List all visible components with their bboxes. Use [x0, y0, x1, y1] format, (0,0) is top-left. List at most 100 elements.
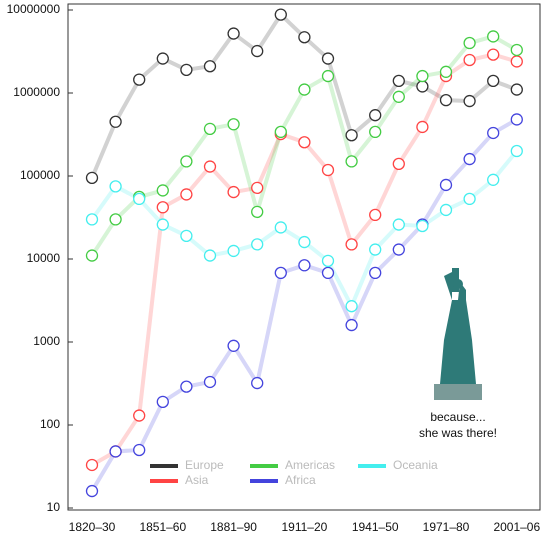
point — [85, 458, 99, 472]
point — [180, 229, 193, 243]
point — [487, 173, 500, 186]
point — [203, 122, 217, 135]
y-tick-label: 100000 — [20, 168, 60, 182]
point — [298, 83, 311, 96]
point — [321, 254, 335, 267]
point — [463, 192, 476, 206]
point — [510, 113, 523, 126]
x-tick-label: 1941–50 — [352, 520, 399, 534]
point — [274, 125, 287, 139]
x-tick-label: 1851–60 — [139, 520, 186, 534]
point — [439, 203, 453, 217]
point — [487, 126, 500, 140]
x-tick-label: 1911–20 — [281, 520, 327, 534]
point — [416, 80, 429, 93]
point — [392, 90, 405, 103]
point — [251, 205, 264, 218]
point — [274, 8, 287, 21]
x-tick-label: 2001–06 — [493, 520, 540, 534]
point — [369, 243, 382, 256]
annotation: she was there! — [419, 426, 497, 440]
point — [416, 69, 429, 83]
y-tick-label: 1000000 — [13, 85, 60, 99]
point — [251, 44, 264, 58]
point — [510, 55, 523, 68]
point — [133, 192, 146, 206]
point — [251, 238, 264, 251]
y-tick-label: 10 — [47, 500, 61, 514]
legend-label: Oceania — [393, 458, 438, 472]
point — [369, 208, 382, 222]
point — [392, 218, 405, 231]
point — [227, 185, 240, 199]
point — [180, 155, 193, 168]
point — [180, 188, 193, 201]
point — [345, 300, 358, 313]
point — [298, 259, 311, 272]
y-tick-label: 1000 — [33, 334, 60, 348]
statue — [434, 268, 482, 400]
point — [439, 65, 453, 78]
y-tick-label: 10000 — [27, 251, 61, 265]
point — [180, 380, 193, 393]
point — [321, 163, 335, 177]
point — [345, 155, 358, 168]
point — [227, 118, 240, 131]
point — [156, 218, 169, 231]
point — [180, 63, 193, 77]
point — [203, 375, 217, 389]
point — [416, 219, 429, 233]
point — [227, 339, 240, 352]
x-tick-label: 1971–80 — [423, 520, 470, 534]
point — [133, 443, 146, 457]
point — [392, 74, 405, 88]
point — [298, 31, 311, 44]
point — [510, 83, 523, 96]
point — [298, 136, 311, 149]
point — [251, 376, 264, 390]
point — [85, 213, 99, 226]
point — [321, 69, 335, 83]
point — [203, 160, 217, 173]
point — [109, 180, 122, 193]
point — [156, 395, 169, 409]
point — [369, 109, 382, 122]
point — [156, 52, 169, 65]
point — [298, 235, 311, 249]
point — [392, 243, 405, 256]
x-tick-label: 1820–30 — [69, 520, 116, 534]
plot-frame — [67, 3, 541, 511]
point — [203, 60, 217, 73]
point — [321, 266, 335, 280]
point — [251, 181, 264, 194]
point — [156, 201, 169, 214]
point — [463, 36, 476, 50]
point — [274, 221, 287, 234]
point — [463, 53, 476, 67]
point — [85, 171, 99, 184]
point — [133, 73, 146, 86]
point — [369, 266, 382, 280]
point — [109, 115, 122, 128]
point — [463, 152, 476, 166]
point — [510, 43, 523, 57]
point — [345, 129, 358, 142]
point — [85, 484, 99, 498]
point — [133, 409, 146, 422]
legend-label: Europe — [185, 458, 224, 472]
point — [109, 213, 122, 226]
y-tick-label: 100 — [40, 417, 60, 431]
point — [203, 249, 217, 262]
point — [487, 74, 500, 88]
legend-label: Asia — [185, 473, 209, 487]
x-tick-label: 1881–90 — [210, 520, 257, 534]
legend-label: Americas — [285, 458, 335, 472]
point — [345, 318, 358, 332]
point — [345, 238, 358, 251]
point — [227, 244, 240, 258]
point — [439, 178, 453, 192]
point — [487, 48, 500, 61]
point — [439, 94, 453, 107]
point — [156, 184, 169, 197]
